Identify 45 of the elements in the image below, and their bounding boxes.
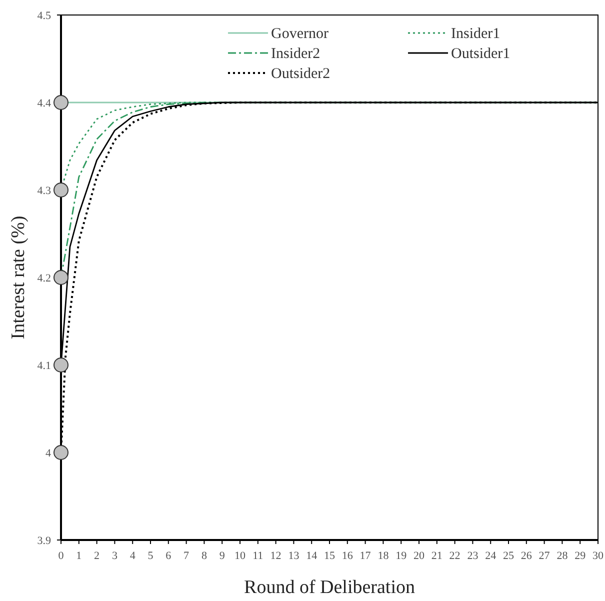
x-tick-label: 14: [306, 550, 318, 562]
x-tick-label: 16: [342, 550, 354, 562]
x-tick-label: 30: [592, 550, 604, 562]
x-tick-label: 17: [360, 550, 372, 562]
x-tick-label: 3: [112, 550, 118, 562]
x-tick-label: 10: [234, 550, 246, 562]
x-tick-label: 12: [270, 550, 282, 562]
x-tick-label: 25: [503, 550, 514, 562]
x-axis-title: Round of Deliberation: [244, 577, 416, 598]
x-tick-label: 9: [219, 550, 226, 562]
x-tick-label: 0: [58, 550, 64, 562]
x-tick-label: 28: [556, 550, 568, 562]
x-tick-label: 24: [485, 550, 497, 562]
x-tick-label: 6: [166, 550, 172, 562]
y-tick-label: 4.4: [37, 98, 52, 110]
x-tick-label: 27: [538, 550, 550, 562]
x-tick-label: 22: [449, 550, 460, 562]
legend-label: Outsider1: [451, 46, 510, 62]
x-tick-label: 19: [396, 550, 408, 562]
x-tick-label: 26: [520, 550, 532, 562]
x-tick-label: 20: [414, 550, 425, 562]
y-tick-label: 4.3: [37, 185, 52, 197]
y-tick-label: 4.2: [37, 272, 51, 284]
legend-label: Insider1: [451, 26, 500, 42]
legend-label: Insider2: [271, 46, 320, 62]
x-tick-label: 8: [201, 550, 208, 562]
x-tick-label: 5: [148, 550, 154, 562]
y-tick-label: 4.1: [37, 360, 51, 372]
x-tick-label: 23: [467, 550, 479, 562]
legend-label: Governor: [271, 26, 328, 42]
legend-label: Outsider2: [271, 66, 330, 82]
x-tick-label: 13: [288, 550, 300, 562]
y-tick-label: 4: [46, 448, 52, 460]
x-tick-label: 2: [94, 550, 100, 562]
x-tick-label: 29: [574, 550, 586, 562]
x-tick-label: 15: [324, 550, 336, 562]
x-tick-label: 1: [76, 550, 82, 562]
x-tick-label: 18: [378, 550, 390, 562]
y-tick-label: 4.5: [37, 10, 52, 22]
x-tick-label: 21: [431, 550, 442, 562]
x-tick-label: 11: [252, 550, 264, 562]
y-axis-title: Interest rate (%): [8, 216, 29, 340]
x-tick-label: 4: [130, 550, 136, 562]
x-tick-label: 7: [184, 550, 190, 562]
y-tick-label: 3.9: [37, 535, 52, 547]
